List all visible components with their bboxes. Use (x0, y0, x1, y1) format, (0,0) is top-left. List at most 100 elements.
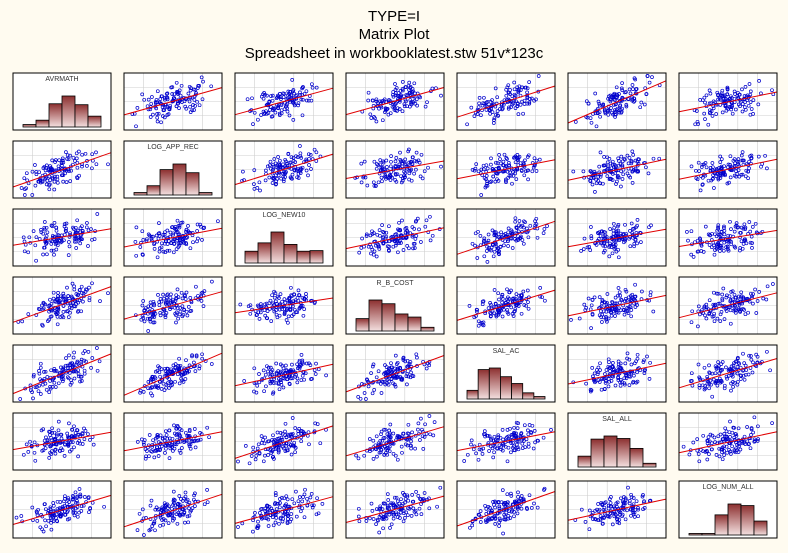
scatter-point (545, 224, 549, 228)
scatter-point (747, 82, 752, 86)
scatter-point (501, 159, 506, 164)
scatter-point (590, 182, 595, 187)
scatter-point (285, 163, 290, 168)
scatter-point (397, 107, 402, 111)
scatter-point (140, 229, 145, 234)
scatter-point (714, 167, 719, 171)
histogram-bar (355, 318, 370, 332)
scatter-point (616, 255, 621, 260)
scatter-point (738, 230, 742, 235)
scatter-point (395, 172, 400, 177)
scatter-point (597, 103, 602, 108)
scatter-point (265, 93, 269, 98)
fit-line (456, 85, 556, 118)
scatter-point (157, 100, 162, 105)
scatter-point (391, 92, 395, 97)
scatter-point (155, 89, 160, 94)
panel-1-1: AVRMATH (12, 72, 112, 131)
scatter-point (647, 80, 652, 85)
scatter-point (722, 164, 726, 169)
scatter-point (170, 92, 175, 96)
scatter-point (42, 225, 47, 230)
scatter-point (423, 104, 428, 109)
scatter-point (619, 184, 623, 189)
scatter-point (292, 91, 296, 96)
scatter-point (738, 248, 742, 253)
scatter-point (140, 92, 145, 97)
scatter-point (585, 245, 590, 250)
scatter-point (187, 99, 192, 104)
scatter-point (492, 249, 497, 254)
scatter-point (366, 90, 371, 95)
scatter-point (411, 246, 415, 251)
scatter-point (298, 171, 303, 175)
scatter-point (410, 234, 415, 239)
scatter-point (159, 241, 164, 246)
scatter-point (710, 161, 715, 165)
scatter-point (581, 247, 586, 251)
scatter-point (739, 99, 743, 104)
scatter-point (53, 160, 57, 164)
scatter-point (620, 88, 625, 92)
scatter-point (515, 104, 520, 108)
scatter-point (178, 240, 182, 245)
panel-6-4 (345, 412, 445, 471)
scatter-point (60, 173, 65, 178)
scatter-point (729, 96, 734, 100)
scatter-point (57, 158, 62, 163)
scatter-point (50, 235, 55, 240)
scatter-point (278, 91, 282, 96)
scatter-point (639, 240, 643, 244)
scatter-point (177, 223, 182, 228)
scatter-point (707, 88, 712, 93)
scatter-point (695, 177, 700, 182)
scatter-point (606, 109, 610, 114)
scatter-point (746, 176, 750, 181)
scatter-point (532, 98, 537, 103)
scatter-point (515, 85, 520, 90)
scatter-point (384, 158, 389, 163)
scatter-point (601, 102, 606, 107)
scatter-point (618, 231, 623, 236)
scatter-point (510, 246, 515, 250)
scatter-point (500, 106, 505, 111)
scatter-point (160, 105, 165, 109)
scatter-point (613, 245, 618, 250)
scatter-point (689, 164, 694, 169)
scatter-point (521, 241, 526, 246)
fit-line (123, 87, 223, 116)
scatter-point (382, 97, 387, 102)
scatter-point (702, 162, 706, 167)
scatter-point (477, 96, 482, 100)
scatter-point (534, 169, 539, 173)
scatter-point (45, 252, 49, 257)
scatter-point (472, 114, 477, 118)
scatter-point (389, 159, 393, 164)
scatter-point (188, 246, 193, 251)
scatter-point (612, 165, 616, 170)
scatter-point (138, 245, 143, 249)
scatter-point (634, 87, 639, 91)
scatter-point (470, 241, 475, 246)
histogram-bar (368, 299, 383, 332)
chart-title: TYPE=I (367, 8, 421, 25)
scatter-point (378, 158, 383, 162)
scatter-point (186, 91, 191, 96)
scatter-point (707, 101, 712, 106)
scatter-point (184, 242, 189, 247)
scatter-point (507, 105, 511, 110)
scatter-point (314, 150, 319, 155)
scatter-point (695, 119, 700, 124)
scatter-point (294, 154, 298, 159)
scatter-point (157, 231, 162, 235)
scatter-point (711, 106, 716, 111)
scatter-point (528, 223, 533, 228)
scatter-point (419, 240, 423, 244)
scatter-point (635, 218, 640, 222)
scatter-point (749, 156, 753, 161)
scatter-point (55, 180, 60, 185)
scatter-point (537, 157, 542, 162)
scatter-point (252, 182, 256, 186)
scatter-point (400, 109, 405, 114)
scatter-point (627, 236, 631, 241)
